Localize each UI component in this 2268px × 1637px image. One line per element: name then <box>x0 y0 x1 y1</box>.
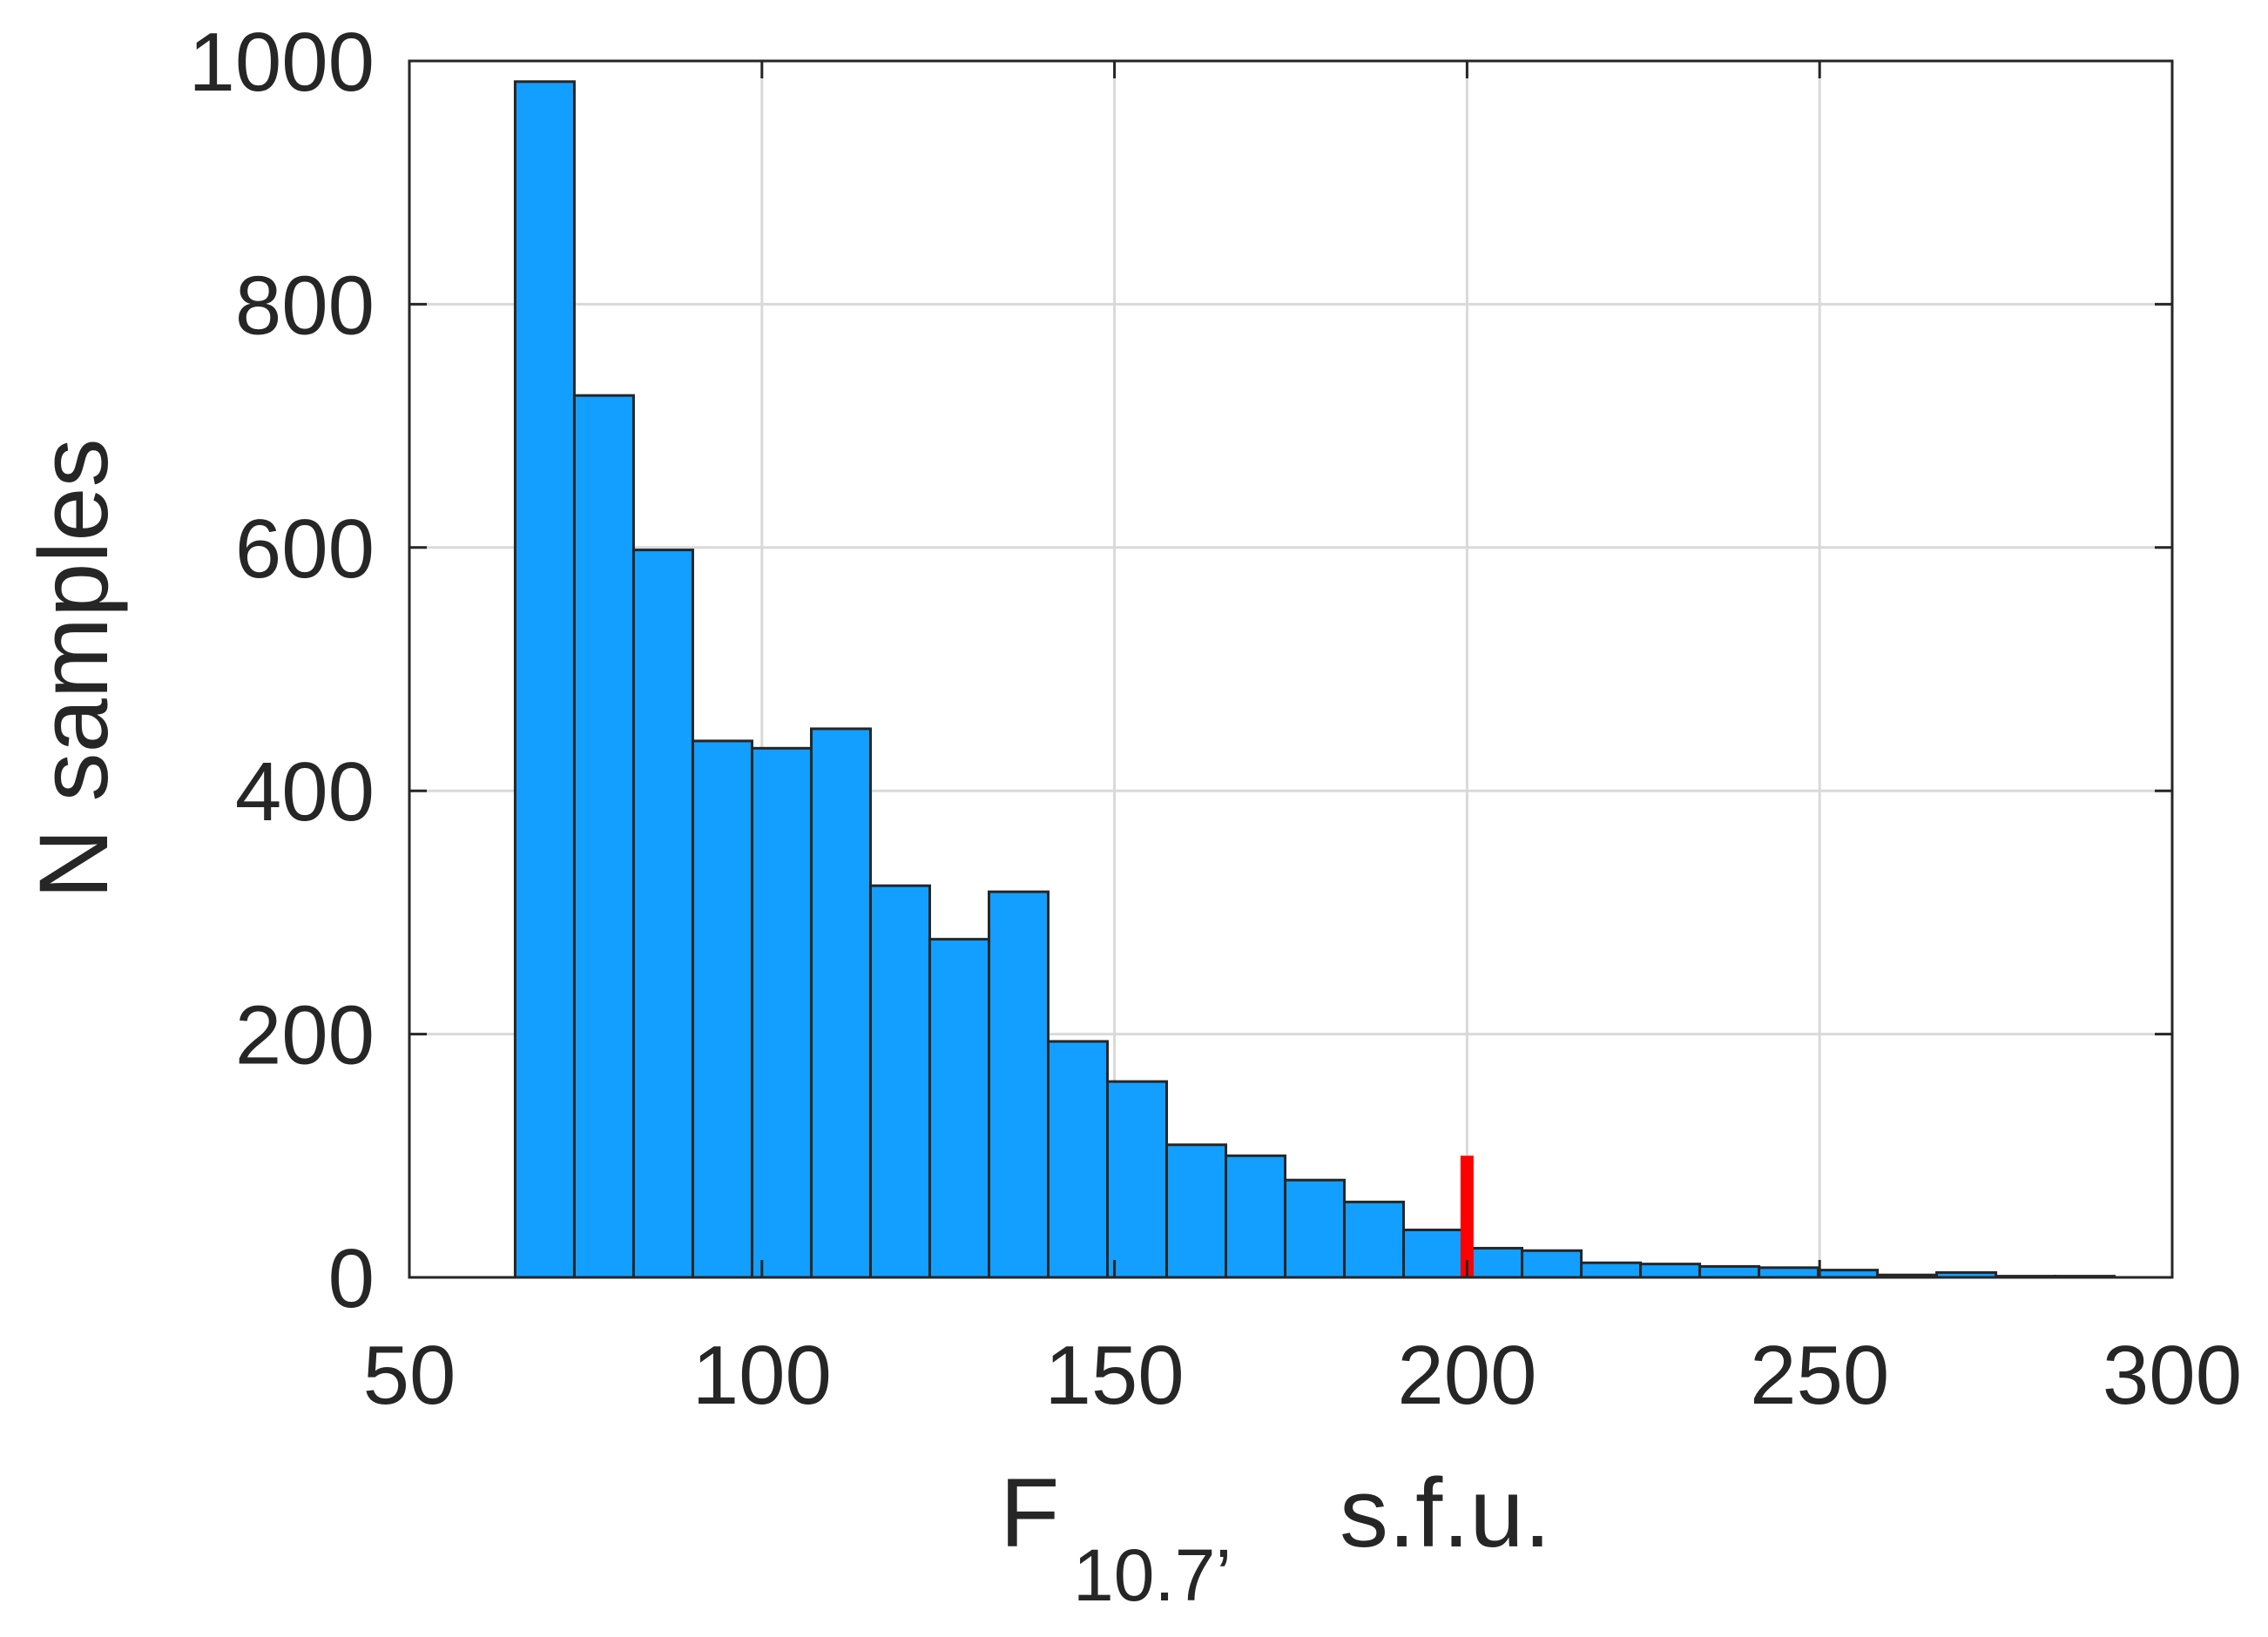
x-tick-label: 100 <box>692 1329 832 1422</box>
histogram-bar <box>1225 1154 1287 1279</box>
x-axis-label: F 10.7’ s.f.u. <box>1000 1458 1551 1616</box>
histogram-bars <box>513 80 2116 1279</box>
y-tick-label: 800 <box>235 259 375 352</box>
x-tick-label: 150 <box>1045 1329 1185 1422</box>
histogram-bar <box>1284 1178 1347 1279</box>
x-tick-labels: 50 100 150 200 250 300 <box>363 1329 2242 1422</box>
histogram-bar <box>809 727 872 1279</box>
histogram-bar <box>1580 1261 1643 1279</box>
histogram-bar <box>1343 1200 1406 1279</box>
x-tick-label: 300 <box>2103 1329 2242 1422</box>
y-tick-label: 1000 <box>188 16 375 109</box>
histogram-bar <box>572 394 635 1279</box>
x-axis-label-unit: s.f.u. <box>1340 1458 1551 1567</box>
histogram-bar <box>750 746 813 1279</box>
axes-frame <box>408 59 2174 1279</box>
histogram-bar <box>631 549 694 1279</box>
histogram-bar <box>1758 1266 1820 1279</box>
x-tick-label: 250 <box>1750 1329 1889 1422</box>
histogram-bar <box>1639 1263 1702 1279</box>
y-tick-labels: 0 200 400 600 800 1000 <box>188 16 375 1325</box>
x-tick-label: 200 <box>1397 1329 1536 1422</box>
histogram-bar <box>868 884 931 1279</box>
y-tick-label: 600 <box>235 502 375 596</box>
histogram-bar <box>1106 1080 1169 1279</box>
y-axis-label: N samples <box>19 438 128 899</box>
y-tick-label: 200 <box>235 989 375 1082</box>
histogram-bar <box>1402 1229 1465 1279</box>
histogram-bar <box>928 938 990 1279</box>
histogram-bar <box>513 80 576 1279</box>
plot-area <box>408 59 2174 1279</box>
y-tick-label: 0 <box>328 1232 375 1325</box>
histogram-bar <box>1165 1143 1228 1279</box>
histogram-bar <box>1521 1249 1583 1279</box>
histogram-bar <box>1046 1040 1110 1279</box>
x-axis-label-main: F <box>1000 1458 1059 1567</box>
histogram-bar <box>987 890 1050 1279</box>
histogram-bar <box>691 739 753 1279</box>
x-axis-label-subscript: 10.7’ <box>1073 1534 1232 1616</box>
histogram-bar <box>1698 1264 1761 1279</box>
y-tick-label: 400 <box>235 745 375 839</box>
x-tick-label: 50 <box>363 1329 456 1422</box>
